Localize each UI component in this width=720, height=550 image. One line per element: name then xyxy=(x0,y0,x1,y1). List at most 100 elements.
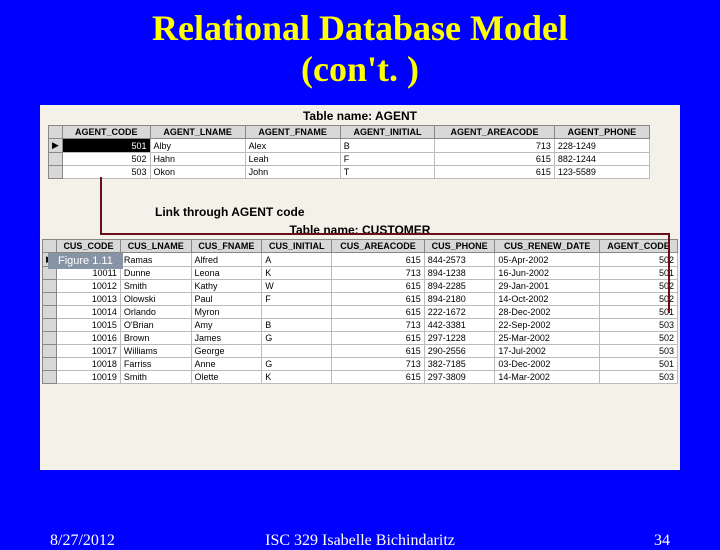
cell: 123-5589 xyxy=(554,166,649,179)
cell: F xyxy=(340,153,434,166)
rowmark: ▶ xyxy=(49,139,63,153)
cell: Orlando xyxy=(120,306,191,319)
cell: 10018 xyxy=(57,358,121,371)
cell: 297-1228 xyxy=(424,332,495,345)
connector xyxy=(100,177,102,233)
cell: 222-1672 xyxy=(424,306,495,319)
cell: 502 xyxy=(63,153,151,166)
cell: Ramas xyxy=(120,253,191,267)
customer-table-caption: Table name: CUSTOMER xyxy=(40,219,680,239)
cell: 228-1249 xyxy=(554,139,649,153)
cell: 16-Jun-2002 xyxy=(495,267,600,280)
rowmark xyxy=(43,345,57,358)
table-row: 10013OlowskiPaulF615894-218014-Oct-20025… xyxy=(43,293,678,306)
cell: W xyxy=(262,280,332,293)
cell: 502 xyxy=(600,293,678,306)
cell: 713 xyxy=(332,267,425,280)
cell: 14-Oct-2002 xyxy=(495,293,600,306)
cell: K xyxy=(262,267,332,280)
footer-course: ISC 329 Isabelle Bichindaritz xyxy=(0,532,720,550)
cell: 28-Dec-2002 xyxy=(495,306,600,319)
customer-table: CUS_CODECUS_LNAMECUS_FNAMECUS_INITIALCUS… xyxy=(42,239,678,384)
cell: Kathy xyxy=(191,280,262,293)
cell: 22-Sep-2002 xyxy=(495,319,600,332)
cell: Olowski xyxy=(120,293,191,306)
figure-area: Table name: AGENT AGENT_CODEAGENT_LNAMEA… xyxy=(40,105,680,470)
cell: John xyxy=(245,166,340,179)
table-row: 10019SmithOletteK615297-380914-Mar-20025… xyxy=(43,371,678,384)
agent-table-caption: Table name: AGENT xyxy=(40,105,680,125)
cell: B xyxy=(262,319,332,332)
cell: 10015 xyxy=(57,319,121,332)
rowmark xyxy=(43,306,57,319)
table-row: 10015O'BrianAmyB713442-338122-Sep-200250… xyxy=(43,319,678,332)
cell: Leona xyxy=(191,267,262,280)
cell: 894-2285 xyxy=(424,280,495,293)
cell: 10014 xyxy=(57,306,121,319)
cell: 713 xyxy=(332,319,425,332)
cell: T xyxy=(340,166,434,179)
table-row: 10018FarrissAnneG713382-718503-Dec-20025… xyxy=(43,358,678,371)
cell: 10012 xyxy=(57,280,121,293)
cell: 501 xyxy=(63,139,151,153)
rowmark xyxy=(43,293,57,306)
agent-table-wrap: AGENT_CODEAGENT_LNAMEAGENT_FNAMEAGENT_IN… xyxy=(48,125,650,179)
table-row: 502HahnLeahF615882-1244 xyxy=(49,153,650,166)
rowmark xyxy=(43,319,57,332)
cell xyxy=(262,306,332,319)
cell: O'Brian xyxy=(120,319,191,332)
cell: 713 xyxy=(332,358,425,371)
figure-label: Figure 1.11 xyxy=(48,253,123,269)
cell: 05-Apr-2002 xyxy=(495,253,600,267)
table-row: 10012SmithKathyW615894-228529-Jan-200150… xyxy=(43,280,678,293)
cell: A xyxy=(262,253,332,267)
column-header: CUS_PHONE xyxy=(424,240,495,253)
cell: James xyxy=(191,332,262,345)
cell: 615 xyxy=(332,332,425,345)
rowmark xyxy=(43,371,57,384)
cell: 503 xyxy=(600,371,678,384)
cell: 615 xyxy=(332,306,425,319)
cell: 501 xyxy=(600,306,678,319)
column-header: AGENT_LNAME xyxy=(150,126,245,139)
cell: 615 xyxy=(435,166,555,179)
rowmark xyxy=(43,280,57,293)
table-row: 503OkonJohnT615123-5589 xyxy=(49,166,650,179)
cell: F xyxy=(262,293,332,306)
table-row: 10016BrownJamesG615297-122825-Mar-200250… xyxy=(43,332,678,345)
cell: 844-2573 xyxy=(424,253,495,267)
table-row: 10011DunneLeonaK713894-123816-Jun-200250… xyxy=(43,267,678,280)
cell: 503 xyxy=(600,319,678,332)
cell: Hahn xyxy=(150,153,245,166)
cell: G xyxy=(262,332,332,345)
cell: Dunne xyxy=(120,267,191,280)
table-row: ▶501AlbyAlexB713228-1249 xyxy=(49,139,650,153)
link-through-label: Link through AGENT code xyxy=(155,205,305,219)
cell: 502 xyxy=(600,332,678,345)
cell: 502 xyxy=(600,253,678,267)
cell: 615 xyxy=(332,345,425,358)
cell: 501 xyxy=(600,267,678,280)
cell: Anne xyxy=(191,358,262,371)
cell: 503 xyxy=(63,166,151,179)
table-row: 10014OrlandoMyron615222-167228-Dec-20025… xyxy=(43,306,678,319)
column-header: AGENT_FNAME xyxy=(245,126,340,139)
column-header: CUS_AREACODE xyxy=(332,240,425,253)
rowmark-header xyxy=(49,126,63,139)
cell: 501 xyxy=(600,358,678,371)
column-header: AGENT_CODE xyxy=(600,240,678,253)
column-header: AGENT_PHONE xyxy=(554,126,649,139)
table-row: ▶10010RamasAlfredA615844-257305-Apr-2002… xyxy=(43,253,678,267)
cell: 25-Mar-2002 xyxy=(495,332,600,345)
cell: 615 xyxy=(332,371,425,384)
cell: 713 xyxy=(435,139,555,153)
rowmark xyxy=(43,332,57,345)
cell: 615 xyxy=(332,293,425,306)
cell xyxy=(262,345,332,358)
rowmark xyxy=(43,358,57,371)
cell: Alfred xyxy=(191,253,262,267)
cell: Farriss xyxy=(120,358,191,371)
cell: 894-2180 xyxy=(424,293,495,306)
cell: 17-Jul-2002 xyxy=(495,345,600,358)
cell: K xyxy=(262,371,332,384)
